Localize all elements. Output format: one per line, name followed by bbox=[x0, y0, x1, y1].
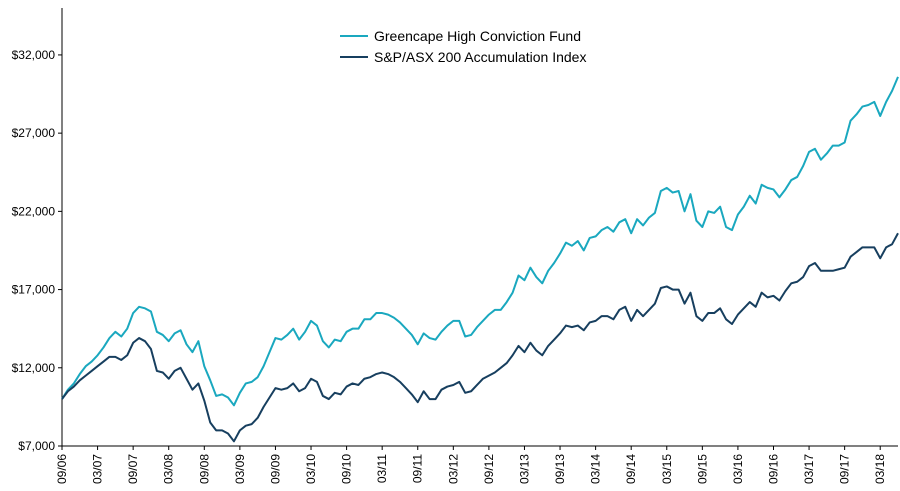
x-tick-label: 03/07 bbox=[91, 454, 105, 484]
y-tick-label: $22,000 bbox=[12, 204, 56, 218]
legend-label-greencape: Greencape High Conviction Fund bbox=[374, 28, 581, 44]
x-tick-label: 03/15 bbox=[660, 454, 674, 484]
x-tick-label: 09/09 bbox=[268, 454, 282, 484]
y-axis: $7,000 $12,000 $17,000 $22,000 $27,000 $32,00… bbox=[12, 8, 63, 453]
legend: Greencape High Conviction Fund S&P/ASX 2… bbox=[340, 28, 586, 65]
x-tick-label: 09/14 bbox=[624, 454, 638, 484]
x-tick-label: 03/13 bbox=[517, 454, 531, 484]
series-line-asx200 bbox=[61, 232, 899, 443]
legend-label-asx200: S&P/ASX 200 Accumulation Index bbox=[374, 49, 586, 65]
x-tick-label: 03/10 bbox=[304, 454, 318, 484]
x-tick-label: 09/08 bbox=[197, 454, 211, 484]
x-tick-label: 09/13 bbox=[553, 454, 567, 484]
x-tick-label: 09/17 bbox=[838, 454, 852, 484]
x-tick-label: 03/09 bbox=[233, 454, 247, 484]
x-tick-label: 03/16 bbox=[731, 454, 745, 484]
x-tick-label: 03/17 bbox=[802, 454, 816, 484]
x-tick-label: 09/10 bbox=[340, 454, 354, 484]
x-axis: 09/06 03/07 09/07 03/08 09/08 03/09 09/09 03/10… bbox=[55, 445, 898, 484]
x-tick-label: 09/15 bbox=[695, 454, 709, 484]
y-tick-label: $27,000 bbox=[12, 126, 56, 140]
y-tick-label: $17,000 bbox=[12, 283, 56, 297]
x-tick-label: 03/11 bbox=[375, 454, 389, 483]
y-tick-label: $7,000 bbox=[18, 439, 55, 453]
x-tick-label: 09/11 bbox=[411, 454, 425, 483]
x-tick-label: 03/12 bbox=[446, 454, 460, 484]
series-line-greencape bbox=[61, 76, 899, 407]
x-tick-label: 09/06 bbox=[55, 454, 69, 484]
x-tick-label: 03/14 bbox=[589, 454, 603, 484]
series-layer bbox=[61, 76, 899, 443]
x-tick-label: 03/18 bbox=[873, 454, 887, 484]
y-tick-label: $32,000 bbox=[12, 48, 56, 62]
x-tick-label: 09/07 bbox=[126, 454, 140, 484]
x-tick-label: 03/08 bbox=[162, 454, 176, 484]
x-tick-label: 09/12 bbox=[482, 454, 496, 484]
y-tick-label: $12,000 bbox=[12, 361, 56, 375]
x-tick-label: 09/16 bbox=[766, 454, 780, 484]
